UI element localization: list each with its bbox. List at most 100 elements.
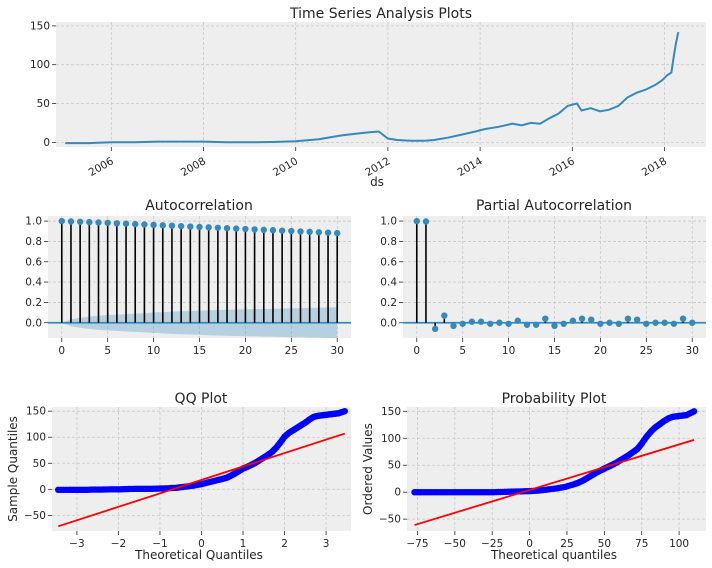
stem-marker <box>431 325 439 333</box>
qq-panel: QQ Plot Theoretical Quantiles Sample Qua… <box>6 391 351 562</box>
x-tick-label: 75 <box>635 538 648 550</box>
x-tick-label: −75 <box>406 538 428 550</box>
stem-marker <box>324 229 332 236</box>
stem-marker <box>242 225 249 233</box>
stem-marker <box>496 319 503 326</box>
x-tick-label: 50 <box>598 538 611 550</box>
stem-marker <box>113 220 121 227</box>
y-tick-label: 0.8 <box>25 236 42 248</box>
stem-marker <box>679 315 687 322</box>
x-tick-label: −2 <box>111 538 126 550</box>
stem-marker <box>150 221 157 229</box>
stem-marker <box>187 223 194 230</box>
time-series-title: Time Series Analysis Plots <box>289 6 472 22</box>
x-tick-label: 2016 <box>548 155 577 179</box>
stem-marker <box>132 220 139 228</box>
y-tick-label: 0 <box>394 487 401 499</box>
stem-marker <box>514 317 521 324</box>
y-tick-label: 1.0 <box>25 216 42 228</box>
stem-marker <box>141 221 148 228</box>
stem-marker <box>168 222 176 229</box>
stem-marker <box>643 320 650 327</box>
stem-marker <box>487 320 494 327</box>
y-tick-label: 0.6 <box>25 256 42 268</box>
stem-marker <box>615 320 622 327</box>
x-tick-label: 10 <box>147 345 160 357</box>
pacf-panel: Partial Autocorrelation 0.0 0.2 0.4 0.6 0.8 1… <box>380 198 706 357</box>
y-tick-label: 0.4 <box>380 277 397 289</box>
stem-marker <box>505 320 512 327</box>
stem-marker <box>214 224 222 231</box>
stem-marker <box>306 228 313 236</box>
y-tick-label: 50 <box>33 458 46 470</box>
stem-marker <box>251 226 258 233</box>
y-tick-label: 0.0 <box>380 317 397 329</box>
acf-panel: Autocorrelation 0.0 0.2 0.4 0.6 0.8 1.0 0 5 10 15… <box>25 198 351 357</box>
stem-marker <box>95 219 102 226</box>
stem-marker <box>542 315 549 322</box>
stem-marker <box>441 312 448 319</box>
stem-marker <box>652 319 659 326</box>
x-tick-label: 20 <box>239 345 252 357</box>
fit-line <box>57 432 346 528</box>
y-tick-label: −50 <box>379 514 401 526</box>
data-point <box>690 408 698 415</box>
y-tick-label: 0 <box>39 484 46 496</box>
x-tick-label: 15 <box>548 345 561 357</box>
stem-marker <box>288 227 295 235</box>
y-tick-label: 150 <box>30 20 50 32</box>
y-tick-label: 0 <box>43 137 50 149</box>
x-tick-label: 3 <box>323 538 330 550</box>
time-series-plot-area <box>56 22 706 147</box>
x-tick-label: 2006 <box>87 155 116 179</box>
data-point <box>341 407 348 415</box>
stem-marker <box>76 218 84 225</box>
x-tick-label: 30 <box>331 345 344 357</box>
stem-marker <box>86 218 93 226</box>
stem-marker <box>459 320 466 327</box>
x-tick-label: 2 <box>281 538 288 550</box>
x-tick-label: 100 <box>669 538 689 550</box>
probability-title: Probability Plot <box>502 391 607 407</box>
x-tick-label: −50 <box>444 538 466 550</box>
y-tick-label: 0.4 <box>25 277 42 289</box>
y-tick-label: 0.8 <box>380 236 397 248</box>
probability-ylabel: Ordered Values <box>361 423 375 515</box>
stem-marker <box>588 316 595 323</box>
stem-marker <box>551 322 558 329</box>
stem-marker <box>468 318 476 325</box>
stem-marker <box>661 319 668 326</box>
y-tick-label: 50 <box>388 460 401 472</box>
y-tick-label: −50 <box>24 510 46 522</box>
qq-ylabel: Sample Quantiles <box>6 416 20 522</box>
stem-marker <box>104 219 111 227</box>
stem-marker <box>532 321 540 328</box>
stem-marker <box>278 227 286 234</box>
x-tick-label: 0 <box>58 345 65 357</box>
stem-marker <box>205 224 212 231</box>
acf-title: Autocorrelation <box>145 198 253 214</box>
x-tick-label: 0 <box>413 345 420 357</box>
stem-marker <box>523 321 531 328</box>
y-tick-label: 0.6 <box>380 256 397 268</box>
stem-marker <box>58 217 65 225</box>
x-tick-label: 15 <box>193 345 206 357</box>
stem-marker <box>450 322 457 329</box>
fit-line <box>414 439 695 526</box>
stem-marker <box>670 320 678 327</box>
y-tick-label: 150 <box>381 406 401 418</box>
stem-marker <box>334 229 341 237</box>
x-tick-label: 10 <box>502 345 515 357</box>
y-tick-label: 0.2 <box>380 297 397 309</box>
stem-marker <box>578 315 586 322</box>
x-tick-label: 0 <box>526 538 533 550</box>
x-tick-label: −25 <box>481 538 503 550</box>
x-tick-label: 2014 <box>455 155 484 179</box>
qq-title: QQ Plot <box>175 391 228 407</box>
stem-marker <box>477 318 485 325</box>
probability-panel: Probability Plot Theoretical quantiles O… <box>361 391 706 562</box>
stem-marker <box>297 228 304 235</box>
stem-marker <box>422 218 430 225</box>
stem-marker <box>413 217 420 225</box>
stem-marker <box>177 222 185 230</box>
